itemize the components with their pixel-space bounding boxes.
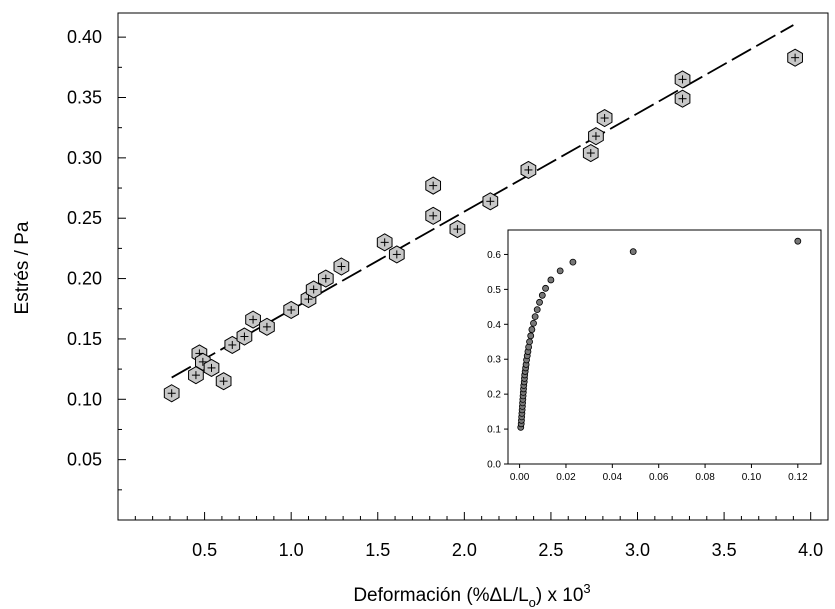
x-tick-label: 3.0: [625, 540, 650, 560]
y-tick-label: 0.10: [67, 389, 102, 409]
x-tick-label: 2.5: [538, 540, 563, 560]
data-point: [305, 280, 322, 299]
data-point: [596, 108, 613, 128]
inset-x-tick-label: 0.06: [649, 472, 669, 483]
data-point: [317, 269, 334, 288]
data-point: [236, 327, 253, 346]
x-axis-title: Deformación (%ΔL/Lo) x 103: [353, 581, 590, 609]
inset-data-point: [569, 258, 577, 266]
inset-x-tick-label: 0.08: [695, 472, 715, 483]
inset-y-tick-label: 0.6: [487, 250, 501, 261]
data-point: [588, 127, 604, 146]
inset-data-point: [536, 298, 543, 306]
data-point: [674, 70, 691, 89]
inset-data-point: [629, 248, 637, 256]
y-tick-label: 0.05: [67, 450, 102, 470]
y-tick-label: 0.15: [67, 329, 102, 349]
data-point: [283, 300, 300, 320]
y-axis-title: Estrés / Pa: [12, 221, 33, 314]
inset-data-point: [530, 319, 537, 327]
data-point: [425, 176, 442, 195]
x-tick-label: 3.5: [712, 540, 737, 560]
inset-data-point: [526, 338, 533, 346]
x-axis-title-main: Deformación (%ΔL/L: [353, 585, 528, 606]
data-point: [482, 192, 499, 211]
inset-plot-layer: 0.00 0.02 0.04 0.06 0.08 0.10 0.12 0.0 0.1 0.2 0.3…: [487, 237, 808, 483]
inset-chart: 0.00 0.02 0.04 0.06 0.08 0.10 0.12 0.0 0.1 0.2 0.3…: [487, 229, 822, 483]
x-tick-label: 4.0: [798, 540, 823, 560]
y-tick-label: 0.20: [67, 269, 102, 289]
data-point: [425, 206, 442, 225]
inset-data-point: [527, 332, 535, 340]
inset-data-point: [542, 284, 549, 292]
inset-data-point: [556, 267, 564, 275]
x-tick-label: 1.5: [365, 540, 390, 560]
inset-data-point: [531, 313, 539, 321]
inset-y-tick-label: 0.0: [487, 460, 501, 471]
data-point: [674, 89, 691, 108]
data-point: [787, 48, 803, 67]
data-point: [245, 310, 261, 329]
data-point: [188, 366, 204, 385]
inset-x-tick-label: 0.12: [788, 472, 808, 483]
data-point: [449, 220, 466, 239]
x-axis-title-sub: o: [529, 595, 536, 609]
x-tick-label: 1.0: [279, 540, 304, 560]
inset-y-tick-label: 0.3: [487, 355, 501, 366]
inset-y-tick-label: 0.4: [487, 320, 501, 331]
y-tick-label: 0.40: [67, 27, 102, 47]
data-point: [163, 384, 180, 403]
y-tick-label: 0.25: [67, 208, 102, 228]
data-point: [203, 358, 220, 377]
x-tick-label: 0.5: [192, 540, 217, 560]
inset-data-point: [533, 306, 541, 314]
inset-x-tick-label: 0.04: [603, 472, 623, 483]
y-tick-label: 0.30: [67, 148, 102, 168]
inset-y-tick-label: 0.2: [487, 390, 501, 401]
inset-x-tick-label: 0.10: [742, 472, 762, 483]
main-plot-layer: 0.5 1.0 1.5 2.0 2.5 3.0 3.5 4.00.050.100.150.20…: [67, 24, 823, 560]
data-point: [376, 233, 393, 252]
x-axis-title-sup: 3: [583, 581, 590, 596]
inset-data-point: [794, 237, 802, 245]
inset-y-tick-label: 0.5: [487, 285, 501, 296]
data-point: [259, 317, 275, 336]
data-point: [388, 245, 405, 264]
data-point: [582, 143, 599, 163]
inset-y-tick-label: 0.1: [487, 425, 501, 436]
y-tick-label: 0.35: [67, 88, 102, 108]
inset-frame: [507, 229, 822, 465]
plot-frame: [117, 12, 829, 521]
data-point: [520, 160, 537, 180]
inset-data-point: [528, 326, 536, 333]
inset-data-point: [538, 291, 546, 299]
data-point: [333, 257, 350, 276]
data-point: [215, 372, 232, 391]
inset-x-tick-label: 0.02: [556, 472, 576, 483]
inset-data-point: [547, 276, 555, 284]
inset-x-tick-label: 0.00: [510, 472, 530, 483]
x-tick-label: 2.0: [452, 540, 477, 560]
x-axis-title-mid: ) x 10: [536, 585, 584, 606]
